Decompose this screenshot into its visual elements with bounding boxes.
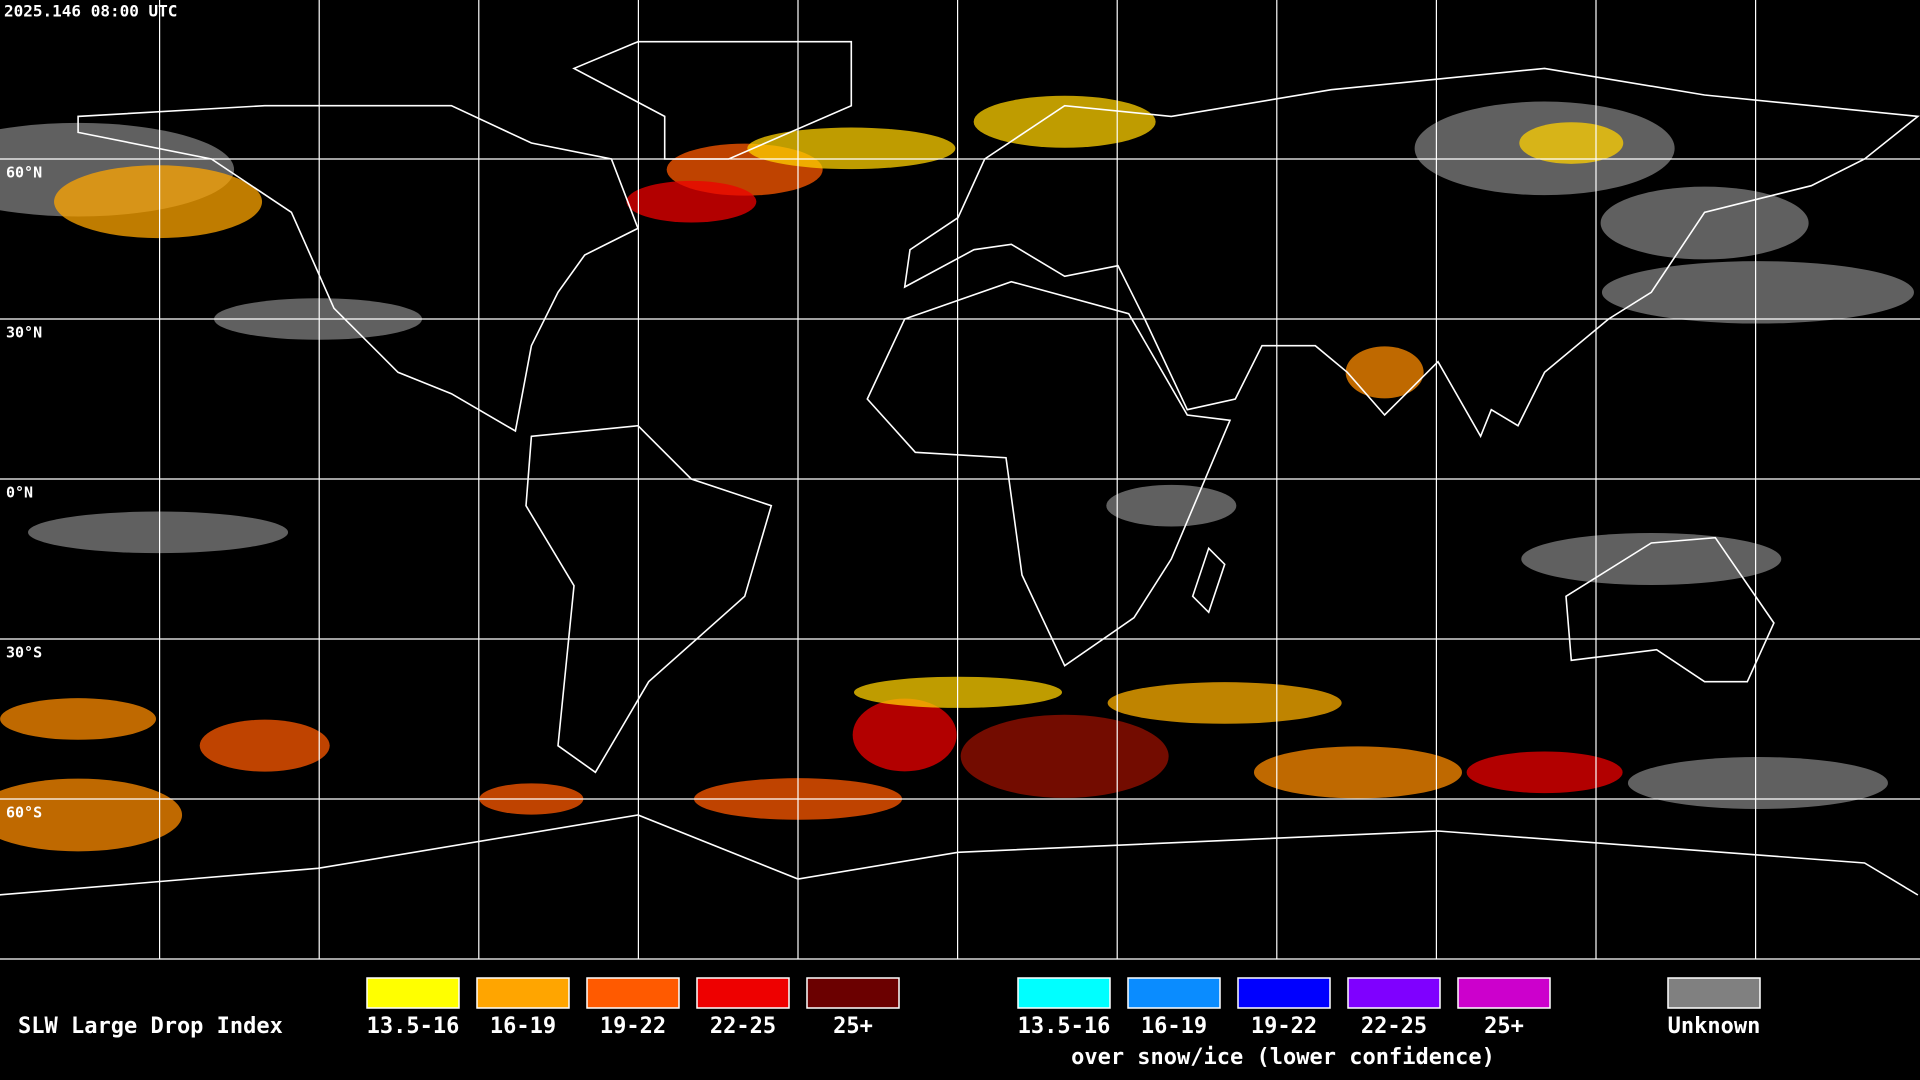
cloud-area	[0, 698, 157, 740]
legend-caption: over snow/ice (lower confidence)	[1071, 1045, 1495, 1070]
legend-swatch	[1457, 977, 1551, 1009]
legend-title: SLW Large Drop Index	[18, 1014, 283, 1039]
legend-swatch	[1127, 977, 1221, 1009]
cloud-area	[747, 127, 956, 170]
cloud-area	[852, 698, 957, 772]
cloud-area	[28, 511, 289, 554]
legend-swatch	[586, 977, 680, 1009]
legend-label: 22-25	[710, 1014, 776, 1039]
cloud-area	[0, 778, 183, 852]
cloud-area	[626, 180, 757, 223]
legend-label: 16-19	[490, 1014, 556, 1039]
legend: 13.5-16 16-19 19-22 22-25 25+ 13.5-16 16-19 19-…	[366, 977, 1761, 1039]
latitude-label: 0°N	[6, 484, 33, 502]
cloud-area	[1345, 346, 1424, 399]
legend-swatch	[696, 977, 790, 1009]
coastline	[866, 280, 1232, 667]
legend-swatch	[366, 977, 460, 1009]
cloud-area	[1627, 756, 1888, 809]
cloud-area	[1106, 484, 1237, 527]
coastline	[572, 40, 853, 160]
cloud-area	[973, 95, 1156, 148]
legend-label: 25+	[833, 1014, 873, 1039]
legend-swatch	[1017, 977, 1111, 1009]
cloud-area	[1253, 746, 1462, 799]
cloud-area	[199, 719, 330, 772]
legend-label: Unknown	[1668, 1014, 1761, 1039]
cloud-area	[1600, 186, 1809, 260]
timestamp: 2025.146 08:00 UTC	[4, 2, 177, 21]
latitude-label: 30°S	[6, 643, 42, 661]
legend-swatch	[1667, 977, 1761, 1009]
legend-label: 13.5-16	[367, 1014, 460, 1039]
legend-label: 19-22	[600, 1014, 666, 1039]
cloud-area	[1521, 532, 1782, 585]
coastline	[1565, 536, 1775, 683]
coastline	[0, 814, 1919, 896]
legend-swatch	[806, 977, 900, 1009]
legend-label: 13.5-16	[1018, 1014, 1111, 1039]
coastline	[903, 67, 1920, 439]
legend-swatch	[476, 977, 570, 1009]
cloud-area	[1519, 122, 1624, 164]
cloud-area	[1466, 751, 1623, 794]
legend-label: 25+	[1484, 1014, 1524, 1039]
legend-label: 19-22	[1251, 1014, 1317, 1039]
cloud-area	[960, 714, 1169, 798]
cloud-area	[1601, 261, 1914, 324]
graticule: 60°N 30°N 0°N 30°S 60°S	[0, 0, 1920, 959]
legend-swatch	[1347, 977, 1441, 1009]
coastline	[525, 424, 773, 774]
legend-label: 16-19	[1141, 1014, 1207, 1039]
latitude-label: 30°N	[6, 324, 42, 342]
legend-swatch	[1237, 977, 1331, 1009]
legend-label: 22-25	[1361, 1014, 1427, 1039]
latitude-label: 60°S	[6, 803, 42, 821]
cloud-area	[54, 165, 263, 239]
cloud-area	[1107, 682, 1342, 724]
coastline	[1191, 546, 1226, 614]
latitude-label: 60°N	[6, 164, 42, 182]
